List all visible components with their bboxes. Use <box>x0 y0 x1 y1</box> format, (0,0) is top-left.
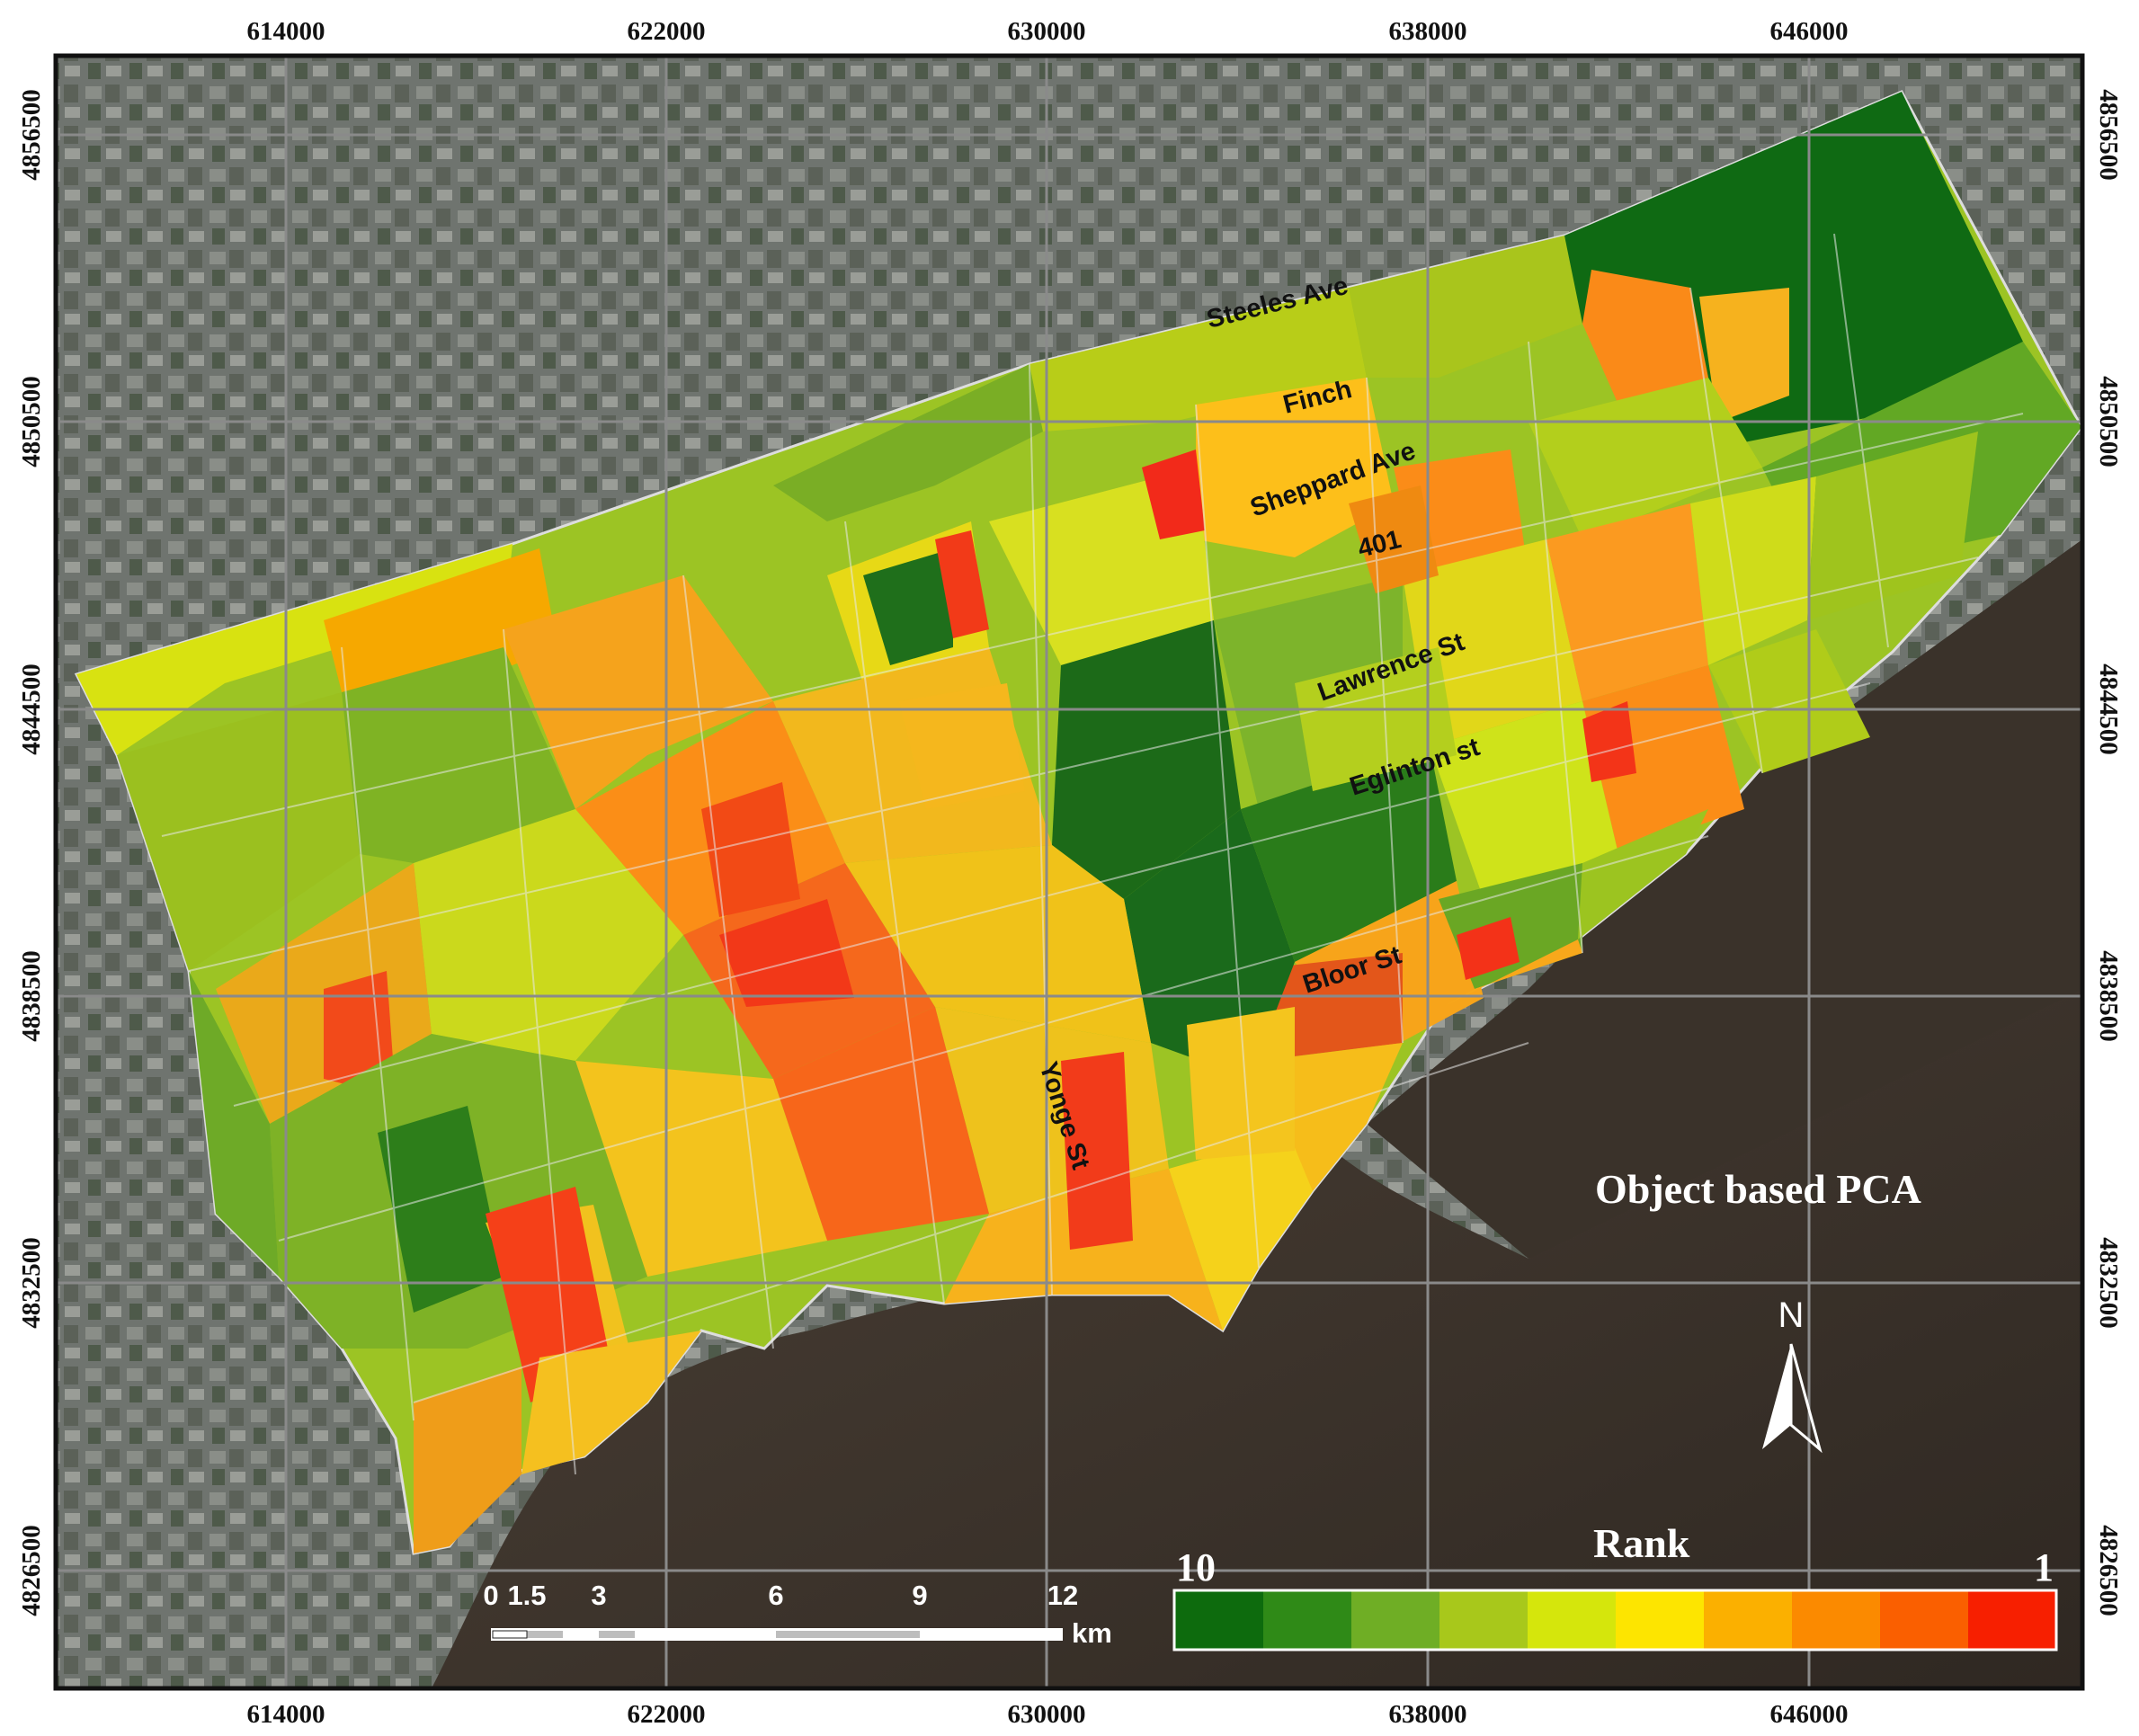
x-tick-label: 646000 <box>1770 1700 1849 1729</box>
x-tick-labels-top: 614000 622000 630000 638000 646000 <box>247 17 1849 46</box>
y-tick-label: 4850500 <box>2094 376 2123 467</box>
y-tick-label: 4850500 <box>17 376 46 467</box>
y-tick-label: 4826500 <box>17 1525 46 1616</box>
y-tick-labels-right: 4856500 4850500 4844500 4838500 4832500 … <box>2094 89 2123 1616</box>
toronto-rank-map <box>74 90 2082 1555</box>
x-tick-label: 638000 <box>1389 1700 1467 1729</box>
neighbourhood-boundaries <box>161 233 2024 1475</box>
scale-label: 6 <box>768 1580 783 1611</box>
y-tick-label: 4832500 <box>17 1237 46 1329</box>
y-tick-labels-left: 4856500 4850500 4844500 4838500 4832500 … <box>17 89 46 1616</box>
legend-swatch <box>1880 1591 1969 1649</box>
rank-legend: Rank 10 1 <box>1172 1520 2058 1651</box>
north-arrow-icon <box>1762 1344 1791 1449</box>
y-tick-label: 4832500 <box>2094 1237 2123 1329</box>
scale-label: 1.5 <box>507 1580 546 1611</box>
x-tick-labels-bottom: 614000 622000 630000 638000 646000 <box>247 1700 1849 1729</box>
legend-swatch <box>1616 1591 1705 1649</box>
scale-label: 3 <box>591 1580 606 1611</box>
legend-swatch <box>1968 1591 2057 1649</box>
scale-unit: km <box>1072 1617 1112 1649</box>
legend-swatch <box>1528 1591 1617 1649</box>
map-title: Object based PCA <box>1595 1166 1921 1212</box>
x-tick-label: 630000 <box>1008 17 1086 46</box>
y-tick-label: 4826500 <box>2094 1525 2123 1616</box>
x-tick-label: 630000 <box>1008 1700 1086 1729</box>
legend-swatches <box>1175 1591 2057 1649</box>
y-tick-label: 4838500 <box>17 950 46 1042</box>
legend-high-label: 10 <box>1176 1545 1216 1589</box>
legend-title: Rank <box>1593 1520 1690 1566</box>
legend-swatch <box>1439 1591 1528 1649</box>
x-tick-label: 646000 <box>1770 17 1849 46</box>
north-arrow: N <box>1762 1295 1823 1454</box>
x-tick-label: 638000 <box>1389 17 1467 46</box>
scale-bar: 0 1.5 3 6 9 12 km <box>483 1580 1111 1649</box>
legend-border <box>1172 1589 2058 1651</box>
x-tick-label: 614000 <box>247 1700 325 1729</box>
scale-label: 12 <box>1047 1580 1078 1611</box>
y-tick-label: 4844500 <box>2094 663 2123 755</box>
map-frame <box>53 53 2085 1691</box>
x-tick-label: 614000 <box>247 17 325 46</box>
grid-lines <box>56 56 2082 1688</box>
legend-swatch <box>1704 1591 1793 1649</box>
north-label: N <box>1778 1295 1805 1335</box>
x-tick-label: 622000 <box>628 17 706 46</box>
y-tick-label: 4856500 <box>17 89 46 181</box>
legend-swatch <box>1263 1591 1352 1649</box>
y-tick-label: 4844500 <box>17 663 46 755</box>
scale-label: 9 <box>912 1580 927 1611</box>
y-tick-label: 4838500 <box>2094 950 2123 1042</box>
x-tick-label: 622000 <box>628 1700 706 1729</box>
legend-swatch <box>1792 1591 1881 1649</box>
scale-label: 0 <box>483 1580 498 1611</box>
legend-low-label: 1 <box>2034 1545 2054 1589</box>
legend-swatch <box>1175 1591 1264 1649</box>
y-tick-label: 4856500 <box>2094 89 2123 181</box>
legend-swatch <box>1351 1591 1440 1649</box>
